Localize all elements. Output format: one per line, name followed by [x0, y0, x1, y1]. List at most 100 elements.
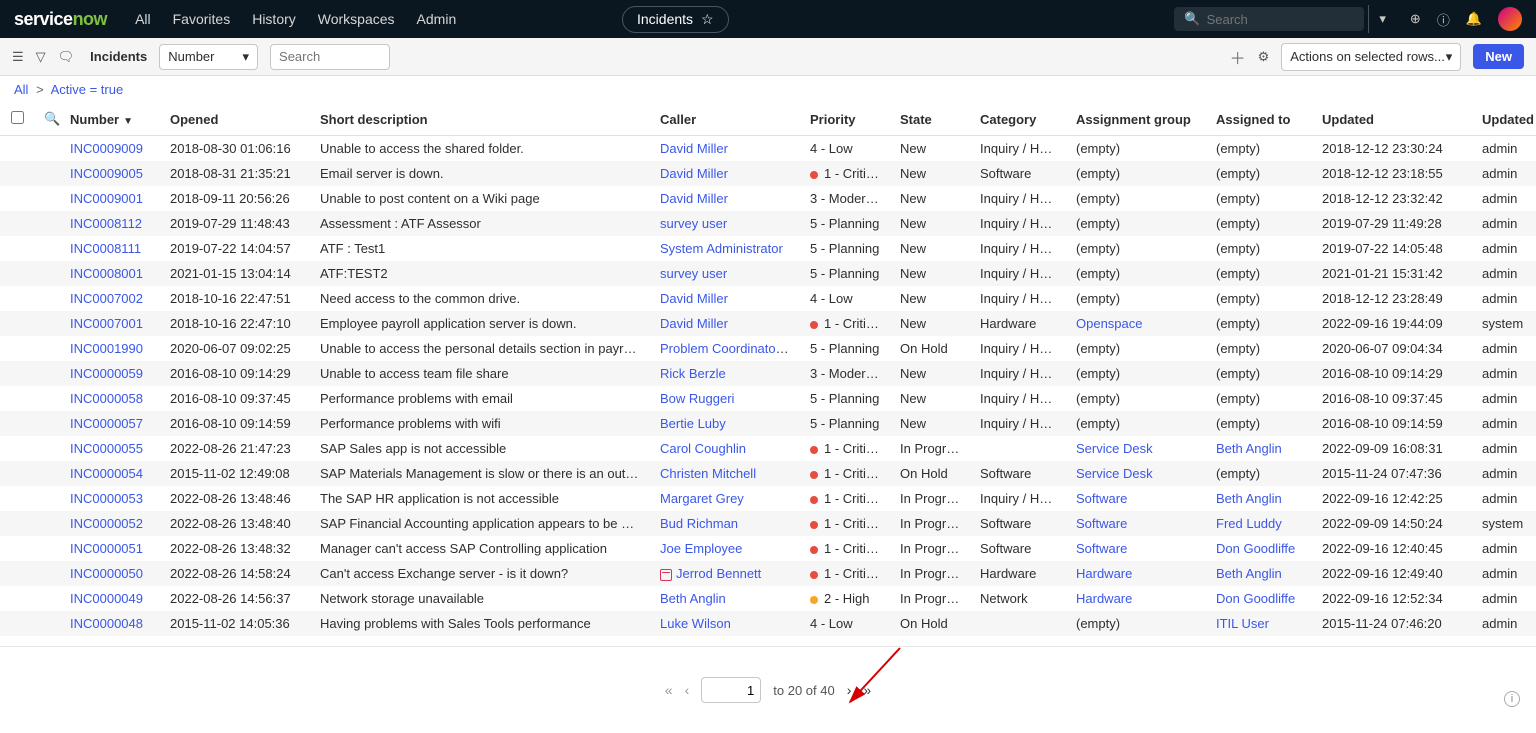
avatar[interactable] — [1498, 7, 1522, 31]
incident-number-link[interactable]: INC0000055 — [70, 441, 143, 456]
caller-link[interactable]: David Miller — [660, 191, 728, 206]
assigned-link[interactable]: Fred Luddy — [1216, 516, 1282, 531]
col-state[interactable]: State — [890, 103, 970, 136]
table-row[interactable]: INC00070012018-10-16 22:47:10Employee pa… — [0, 311, 1536, 336]
new-button[interactable]: New — [1473, 44, 1524, 69]
prev-page-button[interactable]: ‹ — [685, 682, 690, 698]
group-link[interactable]: Service Desk — [1076, 466, 1153, 481]
crumb-all[interactable]: All — [14, 82, 28, 97]
table-row[interactable]: INC00000492022-08-26 14:56:37Network sto… — [0, 586, 1536, 611]
group-link[interactable]: Software — [1076, 516, 1127, 531]
group-link[interactable]: Hardware — [1076, 566, 1132, 581]
caller-link[interactable]: David Miller — [660, 316, 728, 331]
caller-link[interactable]: Margaret Grey — [660, 491, 744, 506]
assigned-link[interactable]: Beth Anglin — [1216, 441, 1282, 456]
table-row[interactable]: INC00000522022-08-26 13:48:40SAP Financi… — [0, 511, 1536, 536]
incident-number-link[interactable]: INC0000048 — [70, 616, 143, 631]
menu-icon[interactable]: ☰ — [12, 49, 24, 65]
activity-icon[interactable]: 🗨 — [58, 49, 75, 65]
caller-link[interactable]: Problem CoordinatorATF — [660, 341, 800, 356]
actions-select[interactable]: Actions on selected rows... ▾ — [1281, 43, 1461, 71]
incident-number-link[interactable]: INC0000050 — [70, 566, 143, 581]
caller-link[interactable]: David Miller — [660, 166, 728, 181]
table-row[interactable]: INC00080012021-01-15 13:04:14ATF:TEST2su… — [0, 261, 1536, 286]
incident-number-link[interactable]: INC0008001 — [70, 266, 143, 281]
nav-admin[interactable]: Admin — [417, 11, 457, 27]
table-row[interactable]: INC00000512022-08-26 13:48:32Manager can… — [0, 536, 1536, 561]
col-number[interactable]: Number▼ — [60, 103, 160, 136]
caller-link[interactable]: David Miller — [660, 141, 728, 156]
field-selector[interactable]: Number ▾ — [159, 44, 258, 70]
col-caller[interactable]: Caller — [650, 103, 800, 136]
caller-link[interactable]: Carol Coughlin — [660, 441, 746, 456]
table-row[interactable]: INC00090092018-08-30 01:06:16Unable to a… — [0, 136, 1536, 162]
caller-link[interactable]: survey user — [660, 216, 727, 231]
incident-number-link[interactable]: INC0009005 — [70, 166, 143, 181]
table-row[interactable]: INC00000532022-08-26 13:48:46The SAP HR … — [0, 486, 1536, 511]
caller-link[interactable]: Beth Anglin — [660, 591, 726, 606]
table-row[interactable]: INC00000482015-11-02 14:05:36Having prob… — [0, 611, 1536, 636]
caller-link[interactable]: Bud Richman — [660, 516, 738, 531]
nav-workspaces[interactable]: Workspaces — [318, 11, 395, 27]
group-link[interactable]: Software — [1076, 491, 1127, 506]
table-row[interactable]: INC00070022018-10-16 22:47:51Need access… — [0, 286, 1536, 311]
table-row[interactable]: INC00000572016-08-10 09:14:59Performance… — [0, 411, 1536, 436]
col-category[interactable]: Category — [970, 103, 1066, 136]
col-updated[interactable]: Updated — [1312, 103, 1472, 136]
bell-icon[interactable]: 🔔 — [1466, 11, 1482, 27]
col-group[interactable]: Assignment group — [1066, 103, 1206, 136]
caller-link[interactable]: System Administrator — [660, 241, 783, 256]
nav-all[interactable]: All — [135, 11, 151, 27]
table-row[interactable]: INC00090012018-09-11 20:56:26Unable to p… — [0, 186, 1536, 211]
page-input[interactable] — [701, 677, 761, 703]
assigned-link[interactable]: Don Goodliffe — [1216, 591, 1295, 606]
caller-link[interactable]: Christen Mitchell — [660, 466, 756, 481]
info-icon[interactable]: i — [1504, 691, 1520, 707]
table-row[interactable]: INC00000542015-11-02 12:49:08SAP Materia… — [0, 461, 1536, 486]
nav-favorites[interactable]: Favorites — [173, 11, 231, 27]
col-desc[interactable]: Short description — [310, 103, 650, 136]
first-page-button[interactable]: « — [665, 682, 673, 698]
table-row[interactable]: INC00000502022-08-26 14:58:24Can't acces… — [0, 561, 1536, 586]
incident-number-link[interactable]: INC0000051 — [70, 541, 143, 556]
table-row[interactable]: INC00081112019-07-22 14:04:57ATF : Test1… — [0, 236, 1536, 261]
incident-number-link[interactable]: INC0001990 — [70, 341, 143, 356]
col-assigned[interactable]: Assigned to — [1206, 103, 1312, 136]
select-all-checkbox[interactable] — [11, 111, 24, 124]
globe-icon[interactable]: ⊕ — [1410, 11, 1421, 27]
tab-pill[interactable]: Incidents ☆ — [622, 6, 729, 33]
caller-link[interactable]: Rick Berzle — [660, 366, 726, 381]
caller-link[interactable]: Jerrod Bennett — [676, 566, 761, 581]
table-row[interactable]: INC00081122019-07-29 11:48:43Assessment … — [0, 211, 1536, 236]
col-priority[interactable]: Priority — [800, 103, 890, 136]
global-search-input[interactable] — [1207, 12, 1355, 27]
table-row[interactable]: INC00000582016-08-10 09:37:45Performance… — [0, 386, 1536, 411]
caller-link[interactable]: Luke Wilson — [660, 616, 731, 631]
group-link[interactable]: Openspace — [1076, 316, 1143, 331]
incident-number-link[interactable]: INC0007002 — [70, 291, 143, 306]
assigned-link[interactable]: Don Goodliffe — [1216, 541, 1295, 556]
incident-number-link[interactable]: INC0000052 — [70, 516, 143, 531]
col-updatedby[interactable]: Updated by — [1472, 103, 1536, 136]
caller-link[interactable]: Joe Employee — [660, 541, 742, 556]
crumb-active[interactable]: Active = true — [51, 82, 124, 97]
list-search-input[interactable] — [270, 44, 390, 70]
caller-link[interactable]: David Miller — [660, 291, 728, 306]
group-link[interactable]: Hardware — [1076, 591, 1132, 606]
next-page-button[interactable]: › — [847, 682, 852, 698]
table-row[interactable]: INC00019902020-06-07 09:02:25Unable to a… — [0, 336, 1536, 361]
group-link[interactable]: Software — [1076, 541, 1127, 556]
table-row[interactable]: INC00000592016-08-10 09:14:29Unable to a… — [0, 361, 1536, 386]
nav-history[interactable]: History — [252, 11, 296, 27]
incident-number-link[interactable]: INC0000058 — [70, 391, 143, 406]
table-row[interactable]: INC00000552022-08-26 21:47:23SAP Sales a… — [0, 436, 1536, 461]
assigned-link[interactable]: ITIL User — [1216, 616, 1269, 631]
star-icon[interactable]: ☆ — [701, 11, 714, 28]
incident-number-link[interactable]: INC0009009 — [70, 141, 143, 156]
col-opened[interactable]: Opened — [160, 103, 310, 136]
table-row[interactable]: INC00090052018-08-31 21:35:21Email serve… — [0, 161, 1536, 186]
last-page-button[interactable]: » — [863, 682, 871, 698]
assigned-link[interactable]: Beth Anglin — [1216, 491, 1282, 506]
incident-number-link[interactable]: INC0000057 — [70, 416, 143, 431]
incident-number-link[interactable]: INC0000049 — [70, 591, 143, 606]
